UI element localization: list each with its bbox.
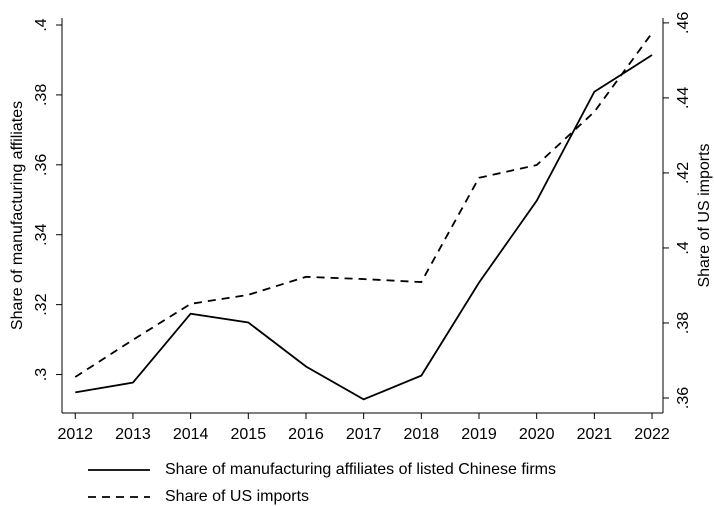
y-tick-label: .36 xyxy=(33,154,50,176)
x-tick-label: 2020 xyxy=(519,426,555,443)
y-tick-label: .3 xyxy=(33,368,50,381)
y2-tick-label: .44 xyxy=(675,87,692,109)
y-tick-label: .34 xyxy=(33,224,50,246)
series-line xyxy=(75,54,653,401)
y-tick-label: .38 xyxy=(33,84,50,106)
x-tick-label: 2022 xyxy=(634,426,670,443)
x-tick-label: 2021 xyxy=(577,426,613,443)
legend-label: Share of manufacturing affiliates of lis… xyxy=(165,461,556,478)
x-tick-label: 2019 xyxy=(461,426,497,443)
y2-tick-label: .46 xyxy=(675,12,692,34)
series-line xyxy=(74,32,653,378)
x-tick-label: 2018 xyxy=(404,426,440,443)
y2-tick-label: .36 xyxy=(675,387,692,409)
x-tick-label: 2016 xyxy=(288,426,324,443)
x-tick-label: 2013 xyxy=(115,426,151,443)
legend-label: Share of US imports xyxy=(165,488,309,505)
y2-tick-label: .4 xyxy=(675,241,692,254)
y2-axis-title: Share of US imports xyxy=(696,143,713,287)
x-tick-label: 2012 xyxy=(57,426,93,443)
y-tick-label: .32 xyxy=(33,293,50,315)
y-tick-label: .4 xyxy=(33,18,50,31)
y2-tick-label: .42 xyxy=(675,162,692,184)
y2-tick-label: .38 xyxy=(675,312,692,334)
x-tick-label: 2015 xyxy=(231,426,267,443)
x-tick-label: 2017 xyxy=(346,426,382,443)
y-axis-title: Share of manufacturing affiliates xyxy=(9,101,26,330)
x-tick-label: 2014 xyxy=(173,426,209,443)
